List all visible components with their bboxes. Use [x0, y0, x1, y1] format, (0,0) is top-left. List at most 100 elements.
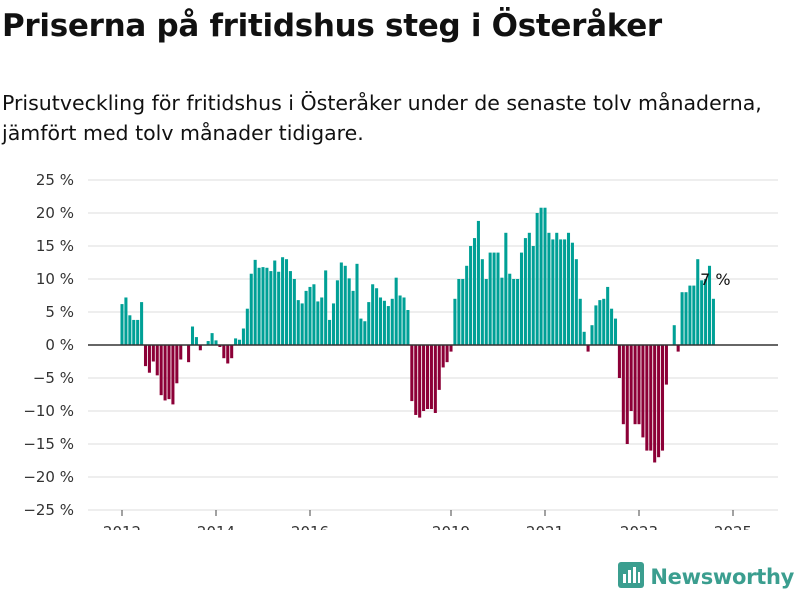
- bar: [657, 345, 661, 458]
- bar: [578, 298, 582, 345]
- x-tick-label: 2016: [291, 523, 329, 530]
- bar: [375, 288, 379, 345]
- bar: [535, 213, 539, 345]
- bar: [324, 270, 328, 345]
- bar: [480, 259, 484, 345]
- bar: [257, 267, 261, 345]
- bar: [527, 232, 531, 345]
- bar: [684, 292, 688, 345]
- bar: [496, 252, 500, 345]
- bar: [551, 239, 555, 345]
- bar: [277, 271, 281, 345]
- bar: [151, 345, 155, 362]
- bar: [700, 280, 704, 345]
- bar: [143, 345, 148, 367]
- bar: [472, 238, 477, 345]
- bar: [155, 345, 159, 376]
- bar: [351, 290, 355, 345]
- bar: [288, 271, 292, 345]
- bar: [610, 308, 614, 345]
- bar: [500, 277, 504, 345]
- bar: [641, 345, 645, 438]
- bar: [547, 232, 551, 345]
- y-tick-label: −10 %: [23, 402, 74, 420]
- x-tick-label: 2014: [197, 523, 235, 530]
- price-change-chart: 25 % 20 % 15 % 10 % 5 % 0 % −5 % −10 % −15 % −20 …: [23, 171, 778, 530]
- bar: [167, 345, 171, 400]
- bar: [194, 337, 198, 345]
- bar: [226, 345, 230, 364]
- bar: [140, 302, 144, 345]
- bar: [371, 284, 375, 345]
- bar: [245, 308, 249, 345]
- bar: [398, 295, 402, 345]
- bar: [629, 345, 633, 411]
- bar: [594, 305, 598, 345]
- y-axis-labels: 25 % 20 % 15 % 10 % 5 % 0 % −5 % −10 % −15 % −20 …: [23, 171, 74, 519]
- bar: [206, 341, 210, 345]
- bar: [367, 302, 371, 345]
- y-tick-label: −5 %: [33, 369, 74, 387]
- bars: [88, 207, 778, 463]
- bar: [457, 279, 461, 345]
- bar: [437, 345, 441, 390]
- bar: [649, 345, 653, 451]
- bar: [281, 257, 285, 345]
- bar: [441, 345, 445, 368]
- bar: [359, 318, 363, 345]
- bar: [696, 259, 700, 345]
- bar: [179, 345, 183, 360]
- bar: [273, 260, 277, 345]
- bar: [241, 328, 245, 345]
- bar: [304, 290, 308, 345]
- bar: [316, 301, 320, 345]
- bar: [570, 242, 574, 345]
- x-tick-label: 2025: [714, 523, 752, 530]
- bar: [504, 232, 508, 345]
- bar: [582, 331, 586, 345]
- bar: [566, 232, 571, 345]
- bar: [124, 297, 128, 345]
- bar: [590, 325, 594, 345]
- bar: [382, 300, 386, 345]
- bar: [390, 298, 394, 345]
- bar-chart-logo-icon: [618, 562, 645, 592]
- bar: [707, 265, 712, 345]
- bar: [132, 319, 136, 345]
- bar: [602, 298, 606, 345]
- bar: [621, 345, 625, 425]
- bar: [355, 263, 359, 345]
- bar: [253, 259, 257, 345]
- bar: [617, 345, 621, 378]
- bar: [461, 279, 465, 345]
- brand-name: Newsworthy: [650, 565, 794, 589]
- bar: [613, 318, 618, 345]
- bar: [210, 333, 214, 345]
- bar: [410, 345, 414, 402]
- bar: [539, 207, 543, 345]
- bar: [418, 345, 422, 418]
- x-tick-label: 2023: [620, 523, 658, 530]
- bar: [711, 298, 715, 345]
- page-title: Priserna på fritidshus steg i Österåker: [2, 8, 662, 44]
- bar: [394, 277, 398, 345]
- x-tick-label: 2019: [432, 523, 470, 530]
- bar: [429, 345, 433, 410]
- y-tick-label: −15 %: [23, 435, 74, 453]
- bar: [363, 321, 367, 345]
- newsworthy-brand: Newsworthy: [618, 562, 794, 592]
- page-subtitle: Prisutveckling för fritidshus i Österåke…: [2, 91, 762, 145]
- y-tick-label: −20 %: [23, 468, 74, 486]
- bar: [633, 345, 637, 425]
- bar: [218, 345, 222, 347]
- bar: [147, 345, 151, 373]
- bar: [512, 279, 516, 345]
- bar: [328, 319, 332, 345]
- bar: [453, 298, 457, 345]
- bar: [516, 279, 520, 345]
- bar: [449, 345, 453, 352]
- bar: [680, 292, 684, 345]
- bar: [300, 303, 304, 345]
- bar: [339, 262, 343, 345]
- bar: [265, 267, 269, 345]
